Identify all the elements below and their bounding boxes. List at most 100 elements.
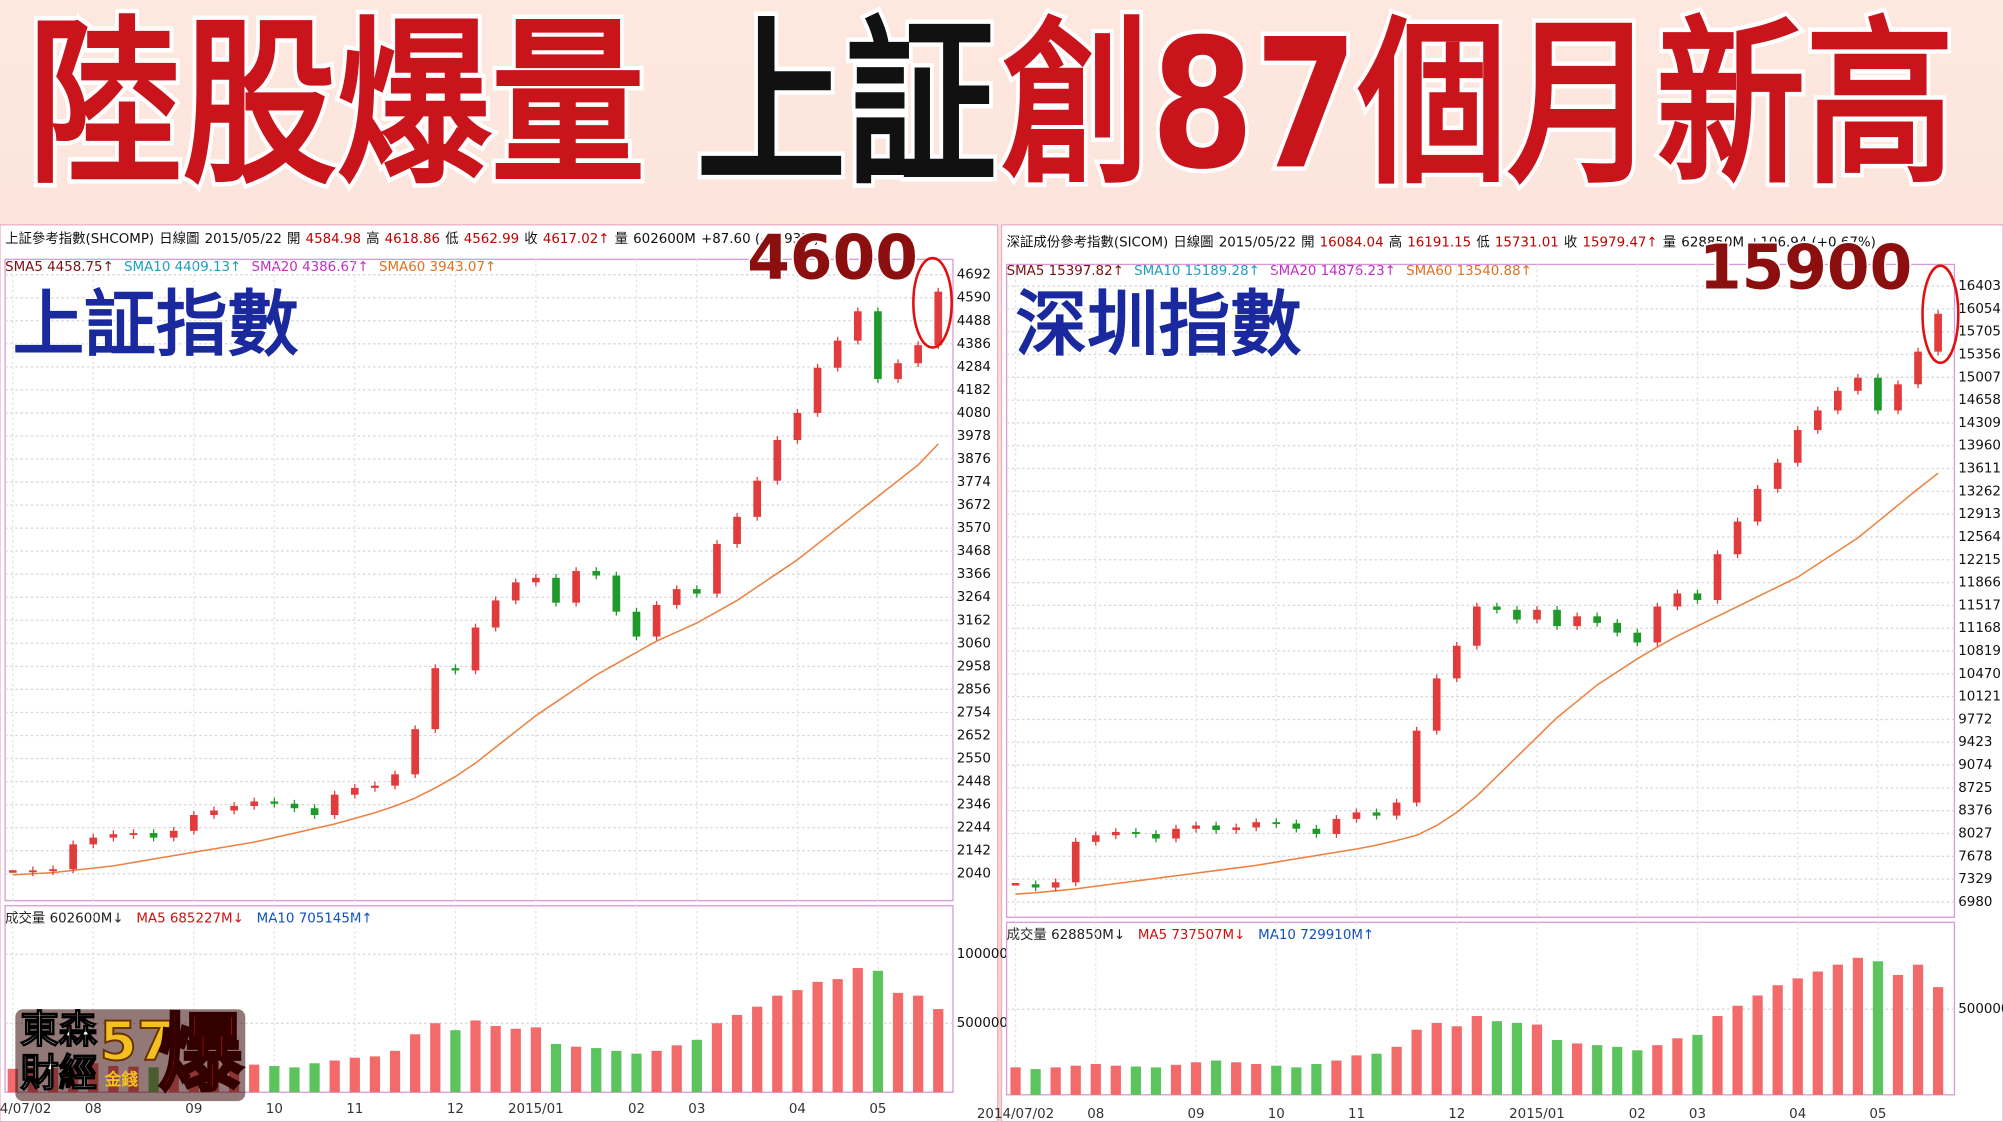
volume-bar: [913, 995, 924, 1093]
volume-bar: [1471, 1016, 1482, 1095]
x-tick-label: 2014/07/02: [0, 1102, 51, 1117]
volume-bar: [430, 1023, 441, 1093]
volume-bar: [1491, 1021, 1502, 1095]
volume-bar: [812, 981, 823, 1093]
volume-bar: [1130, 1066, 1141, 1095]
price-body: [1874, 377, 1882, 411]
price-body: [1071, 841, 1080, 883]
y-tick-label: 6980: [1958, 895, 1992, 910]
volume-bar: [470, 1020, 481, 1093]
y-tick-label: 2142: [957, 844, 991, 859]
price-body: [1693, 593, 1702, 600]
volume-bar: [289, 1067, 300, 1093]
highlight-circle: [912, 256, 953, 349]
price-body: [813, 367, 822, 413]
volume-bar: [1872, 961, 1884, 1095]
price-body: [1472, 606, 1481, 646]
y-tick-label: 9772: [1958, 712, 1992, 727]
info-item: 15979.47↑: [1582, 236, 1657, 251]
volume-bar: [1110, 1065, 1121, 1095]
volume-bar: [731, 1014, 743, 1093]
y-tick-label: 3672: [957, 498, 991, 513]
volume-bar: [1150, 1067, 1162, 1095]
charts: 上証參考指數(SHCOMP) 日線圖 2015/05/22 開 4584.98 高 4618…: [0, 230, 2003, 1122]
y-tick-label: 4080: [957, 406, 991, 421]
volume-bar: [1090, 1063, 1101, 1095]
price-body: [833, 340, 842, 368]
price-body: [1352, 812, 1361, 819]
price-body: [1011, 883, 1020, 886]
y-tick-label: 4590: [957, 291, 991, 306]
sma60-line: [12, 443, 939, 876]
logo: 東森 財經 57 金錢 爆: [15, 1004, 246, 1105]
volume-bar: [1391, 1046, 1402, 1095]
info-item: 收: [1564, 235, 1577, 251]
index-name: 上証指數: [13, 283, 299, 366]
info-item: 開: [1301, 236, 1314, 251]
volume-bar: [1932, 987, 1944, 1095]
y-tick-label: 15705: [1958, 325, 2001, 340]
banner-title: 創87個月新高: [1002, 1, 1955, 209]
volume-bar: [852, 968, 863, 1093]
y-tick-label: 4182: [957, 383, 991, 398]
volume-bar: [1712, 1016, 1723, 1095]
price-body: [632, 611, 641, 637]
price-body: [1172, 828, 1180, 839]
price-body: [330, 794, 339, 816]
volume-bar: [1692, 1034, 1703, 1095]
sma-label: SMA5 15397.82↑: [1007, 264, 1124, 279]
index-name: 深圳指數: [1016, 283, 1302, 366]
volume-label: MA10 729910M↑: [1258, 928, 1374, 943]
volume-label: MA10 705145M↑: [257, 911, 373, 926]
volume-label: 成交量 602600M↓: [5, 909, 123, 926]
volume-bar: [611, 1050, 622, 1093]
x-tick-label: 2015/01: [508, 1102, 564, 1117]
price-body: [934, 291, 943, 346]
info-item: 開: [287, 232, 300, 247]
price-body: [793, 412, 802, 441]
price-body: [914, 345, 922, 364]
info-item: 16084.04: [1320, 236, 1384, 251]
price-body: [612, 575, 621, 612]
price-body: [1633, 632, 1642, 643]
price-body: [1091, 835, 1100, 842]
volume-bar: [1231, 1062, 1242, 1095]
price-body: [894, 363, 902, 380]
y2-tick-label: 500000: [1958, 1002, 2003, 1017]
y-tick-label: 9074: [1958, 758, 1992, 773]
y-tick-label: 15007: [1958, 370, 2001, 385]
y-tick-label: 11168: [1958, 621, 2001, 636]
y-tick-label: 16403: [1958, 279, 2001, 294]
sma60-line: [1015, 472, 1939, 895]
price-body: [1111, 831, 1120, 836]
y-tick-label: 13611: [1958, 462, 2001, 477]
volume-bar: [1852, 957, 1863, 1095]
price-body: [1854, 377, 1862, 391]
stock-chart: 深証成份參考指數(SICOM) 日線圖 2015/05/22 開 16084.04 高 16…: [977, 234, 2003, 1122]
x-tick-label: 02: [1629, 1107, 1646, 1122]
y-tick-label: 4284: [957, 360, 991, 375]
info-item: 4618.86: [385, 232, 440, 247]
x-tick-label: 11: [1348, 1107, 1365, 1122]
price-body: [1132, 831, 1140, 834]
info-item: 高: [1389, 234, 1402, 251]
volume-bar: [1371, 1053, 1382, 1095]
price-body: [1372, 812, 1381, 816]
stock-chart: 上証參考指數(SHCOMP) 日線圖 2015/05/22 開 4584.98 高 4618…: [0, 230, 1017, 1117]
price-body: [1653, 606, 1662, 643]
volume-bar: [571, 1046, 582, 1093]
price-body: [713, 543, 721, 594]
logo-number: 57: [100, 1010, 175, 1073]
price-body: [431, 668, 440, 730]
y-tick-label: 2754: [957, 705, 991, 720]
price-body: [49, 869, 57, 872]
annotation: 4600: [747, 222, 918, 293]
volume-bar: [1632, 1050, 1643, 1095]
price-body: [1452, 645, 1461, 679]
volume-bar: [1311, 1063, 1322, 1095]
price-body: [552, 577, 560, 603]
price-body: [874, 311, 882, 380]
volume-bar: [450, 1030, 461, 1093]
volume-bar: [389, 1050, 401, 1093]
